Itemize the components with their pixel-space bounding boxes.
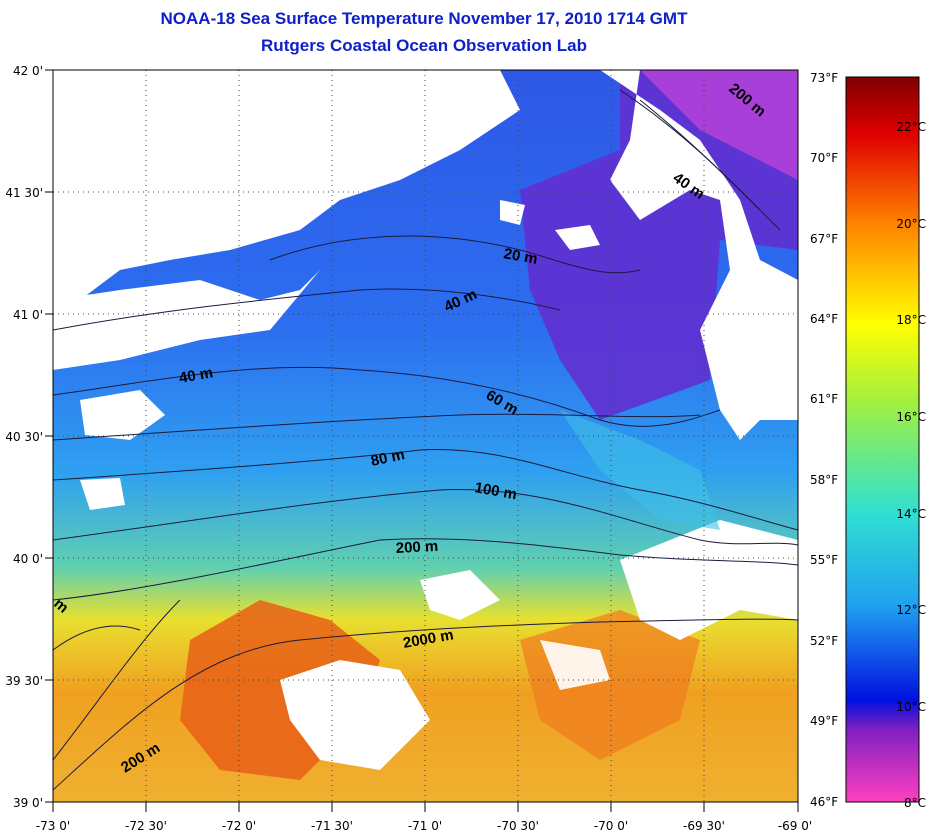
contour-label-200m: 200 m [395,538,438,557]
cloud-gap [280,660,430,770]
lon-tick-label: -69 30' [683,819,725,833]
contour-label-80m: 80 m [369,446,406,470]
colorbar-c-label: 16°C [896,410,926,424]
lon-tick-label: -70 30' [497,819,539,833]
cloud-gap [420,570,500,620]
contour-label-40m-west: 40 m [178,364,215,387]
land-marthas-vineyard [555,225,600,250]
lon-tick-label: -69 0' [778,819,812,833]
land-new-england [53,70,520,300]
colorbar-f-label: 67°F [810,232,838,246]
lat-tick-label: 41 0' [13,308,43,322]
contour-label-20m: 20 m [502,245,539,268]
colorbar-f-label: 55°F [810,553,838,567]
colorbar-c-label: 10°C [896,700,926,714]
cloud-gap [80,390,165,440]
lat-tick-label: 42 0' [13,64,43,78]
lon-tick-label: -71 30' [311,819,353,833]
coldest-water-region [640,70,798,180]
colorbar-f-label: 64°F [810,312,838,326]
colorbar-c-label: 20°C [896,217,926,231]
lat-tick-label: 39 30' [5,674,43,688]
cloud-gap [80,478,125,510]
temperature-colorbar [845,76,920,803]
map-grid [53,70,798,802]
lon-tick-label: -70 0' [594,819,628,833]
colorbar-f-label: 73°F [810,71,838,85]
colorbar-c-label: 22°C [896,120,926,134]
colorbar-c-label: 14°C [896,507,926,521]
lon-tick-label: -71 0' [408,819,442,833]
colorbar-c-label: 12°C [896,603,926,617]
colorbar-f-label: 58°F [810,473,838,487]
map-subtitle: Rutgers Coastal Ocean Observation Lab [261,36,587,55]
colorbar-f-label: 49°F [810,714,838,728]
land-block-island [500,200,525,225]
cloud-gap [620,520,798,640]
lat-tick-label: 41 30' [5,186,43,200]
cold-water-region [520,70,798,420]
lon-tick-label: -72 30' [125,819,167,833]
lat-tick-label: 39 0' [13,796,43,810]
colorbar-f-label: 70°F [810,151,838,165]
lat-tick-label: 40 0' [13,552,43,566]
axis-ticks [45,69,799,812]
land-cape-cod [600,70,798,440]
land-long-island [53,270,320,370]
lon-tick-label: -73 0' [36,819,70,833]
colorbar-f-label: 52°F [810,634,838,648]
lon-tick-label: -72 0' [222,819,256,833]
colorbar-f-label: 46°F [810,795,838,809]
map-title: NOAA-18 Sea Surface Temperature November… [160,9,688,28]
lat-tick-label: 40 30' [5,430,43,444]
isobath-contours [53,89,798,791]
colorbar-c-label: 18°C [896,313,926,327]
colorbar-f-label: 61°F [810,392,838,406]
cloud-gap [540,640,610,690]
colorbar-c-label: 8°C [904,796,926,810]
cool-water-plume [560,410,720,530]
